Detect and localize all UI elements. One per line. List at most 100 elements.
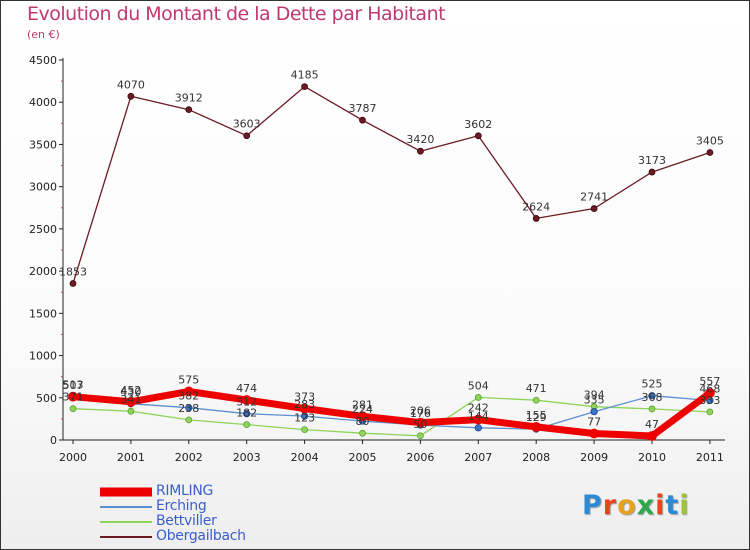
data-point-bettviller [532, 396, 540, 404]
data-label-erching: 144 [468, 410, 489, 423]
data-label-obergailbach: 3602 [464, 118, 492, 131]
chart-title: Evolution du Montant de la Dette par Hab… [27, 3, 446, 25]
data-label-bettviller: 123 [294, 412, 315, 425]
data-label-rimling: 373 [294, 391, 315, 404]
x-tick-label: 2005 [349, 451, 377, 464]
data-label-bettviller: 371 [63, 391, 84, 404]
data-point-rimling [125, 396, 136, 407]
legend-label: Bettviller [156, 513, 217, 529]
data-label-rimling: 47 [645, 418, 659, 431]
data-point-rimling [705, 388, 715, 398]
data-point-rimling [473, 414, 484, 425]
data-label-obergailbach: 4185 [291, 69, 319, 82]
y-tick-label: 2000 [29, 265, 57, 278]
data-point-rimling [531, 422, 542, 432]
data-label-rimling: 242 [468, 402, 489, 415]
data-point-erching [590, 408, 598, 416]
data-point-rimling [299, 403, 310, 414]
x-tick-label: 2000 [59, 451, 87, 464]
data-label-obergailbach: 3405 [696, 134, 724, 147]
y-tick-label: 500 [36, 392, 57, 405]
data-label-bettviller: 333 [699, 394, 720, 407]
logo-letter: P [582, 490, 603, 521]
data-label-obergailbach: 3787 [349, 102, 377, 115]
y-tick-label: 3000 [29, 181, 57, 194]
y-tick-label: 4500 [29, 54, 57, 67]
y-tick-label: 2500 [29, 223, 57, 236]
data-point-obergailbach [590, 205, 598, 212]
series-line-obergailbach [72, 85, 711, 285]
data-label-obergailbach: 2624 [522, 200, 550, 213]
data-point-rimling [415, 417, 426, 428]
data-point-bettviller [301, 426, 309, 434]
logo-letter: o [617, 490, 637, 521]
data-label-bettviller: 341 [120, 393, 141, 406]
data-label-erching: 507 [63, 379, 84, 392]
y-tick-label: 4000 [29, 96, 57, 109]
data-point-bettviller [706, 408, 714, 416]
data-label-rimling: 155 [526, 409, 547, 422]
data-label-rimling: 281 [352, 398, 373, 411]
data-point-obergailbach [532, 215, 540, 222]
data-point-erching [648, 392, 656, 400]
data-label-rimling: 77 [587, 415, 601, 428]
data-point-rimling [183, 386, 194, 397]
data-point-bettviller [648, 405, 656, 413]
data-point-obergailbach [301, 83, 309, 90]
data-point-bettviller [474, 394, 482, 401]
data-label-erching: 224 [352, 403, 373, 416]
data-label-bettviller: 80 [356, 415, 370, 428]
y-tick-label: 1000 [29, 350, 57, 363]
data-label-bettviller: 368 [642, 391, 663, 404]
x-tick-label: 2009 [580, 451, 608, 464]
data-label-obergailbach: 4070 [117, 78, 145, 91]
data-point-rimling [357, 411, 368, 422]
data-point-obergailbach [69, 280, 77, 287]
legend-label: Erching [156, 498, 207, 514]
data-point-obergailbach [474, 132, 482, 140]
y-tick-label: 3500 [29, 138, 57, 151]
legend-swatch [100, 487, 152, 496]
data-label-erching: 129 [526, 411, 547, 424]
data-label-bettviller: 471 [526, 382, 547, 395]
x-tick-label: 2001 [117, 451, 145, 464]
data-point-bettviller [416, 432, 424, 440]
legend-label: RIMLING [156, 483, 214, 499]
data-label-erching: 176 [410, 407, 431, 420]
data-point-bettviller [69, 405, 77, 413]
data-label-bettviller: 504 [468, 379, 489, 392]
data-label-erching: 468 [699, 382, 720, 395]
data-label-bettviller: 182 [236, 407, 257, 420]
data-label-obergailbach: 3603 [233, 118, 261, 131]
logo-letter: x [636, 490, 656, 521]
x-tick-label: 2004 [291, 451, 319, 464]
x-tick-label: 2007 [464, 451, 492, 464]
data-label-rimling: 557 [699, 375, 720, 388]
y-tick-label: 0 [50, 434, 57, 447]
legend-item-erching: Erching [100, 498, 360, 514]
chart-legend: RIMLING Erching Bettviller Obergailbach [100, 483, 360, 544]
data-label-erching: 283 [294, 398, 315, 411]
data-label-rimling: 206 [410, 405, 431, 418]
data-label-bettviller: 394 [584, 389, 605, 402]
data-point-erching [474, 424, 482, 432]
data-label-obergailbach: 3912 [175, 92, 203, 105]
data-point-obergailbach [648, 168, 656, 176]
legend-swatch [100, 505, 152, 508]
x-tick-label: 2006 [406, 451, 434, 464]
data-point-rimling [589, 428, 599, 439]
logo-letter: r [602, 490, 618, 521]
logo-letter: i [679, 490, 690, 521]
x-tick-label: 2008 [522, 451, 550, 464]
logo-letter: i [655, 490, 666, 521]
data-point-obergailbach [127, 92, 135, 100]
data-point-obergailbach [416, 147, 424, 155]
series-line-bettviller [72, 396, 711, 437]
data-label-rimling: 575 [178, 373, 199, 386]
data-label-bettviller: 50 [413, 418, 427, 431]
x-tick-label: 2011 [696, 451, 724, 464]
proxiti-logo: Proxiti [582, 490, 690, 521]
legend-swatch [100, 520, 152, 523]
data-label-bettviller: 238 [178, 402, 199, 415]
legend-item-rimling: RIMLING [100, 483, 360, 499]
